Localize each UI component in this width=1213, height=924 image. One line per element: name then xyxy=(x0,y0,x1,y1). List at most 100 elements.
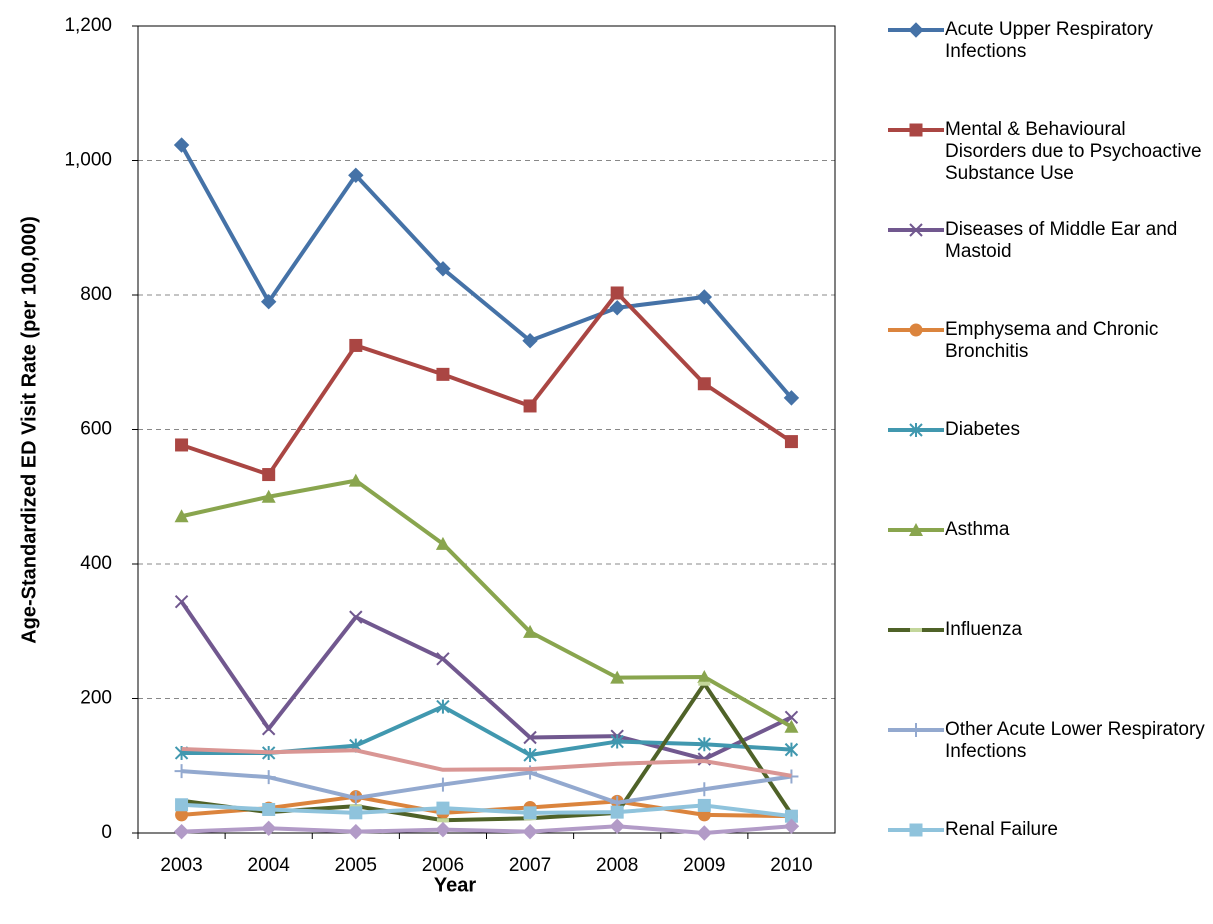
data-point xyxy=(174,594,189,609)
data-point xyxy=(523,730,537,745)
data-point xyxy=(698,681,711,686)
y-tick-label: 800 xyxy=(80,284,112,305)
data-point xyxy=(262,802,276,816)
x-tick-label: 2008 xyxy=(596,855,638,876)
legend-marker xyxy=(909,223,923,237)
series-line xyxy=(180,290,793,477)
legend-label: Mental & Behavioural Disorders due to Ps… xyxy=(945,119,1202,184)
data-point xyxy=(348,823,364,840)
data-point xyxy=(523,806,537,820)
legend-marker xyxy=(909,323,923,337)
data-point xyxy=(436,367,450,381)
data-point xyxy=(174,764,189,779)
data-point xyxy=(783,818,800,834)
data-point xyxy=(175,438,189,452)
data-point xyxy=(610,805,624,819)
data-point xyxy=(522,823,538,840)
series-line xyxy=(181,746,792,778)
data-point xyxy=(696,825,713,841)
data-point xyxy=(609,818,625,834)
data-point xyxy=(348,167,364,184)
series-line xyxy=(181,824,792,835)
legend-marker xyxy=(909,823,923,837)
x-tick-label: 2010 xyxy=(770,855,812,876)
data-point xyxy=(697,782,712,797)
legend-label: Diabetes xyxy=(945,419,1020,440)
data-point xyxy=(260,820,277,836)
legend-marker xyxy=(909,523,923,536)
data-point xyxy=(697,798,711,812)
data-point xyxy=(261,489,276,503)
x-tick-label: 2003 xyxy=(160,855,202,876)
x-tick-label: 2005 xyxy=(335,855,377,876)
legend-marker xyxy=(909,123,923,137)
data-point xyxy=(696,289,713,305)
data-point xyxy=(261,722,276,736)
x-tick-label: 2004 xyxy=(248,855,291,876)
legend-label: Acute Upper Respiratory Infections xyxy=(945,19,1154,62)
x-axis-title: Year xyxy=(434,874,476,896)
y-tick-label: 1,200 xyxy=(64,15,112,36)
data-point xyxy=(173,137,190,153)
data-point xyxy=(697,377,711,391)
data-point xyxy=(262,468,276,482)
data-point xyxy=(436,801,450,815)
data-point xyxy=(523,399,537,413)
data-point xyxy=(175,798,189,812)
legend-label: Renal Failure xyxy=(945,819,1058,840)
data-point xyxy=(783,390,800,406)
data-point xyxy=(349,804,362,809)
data-point xyxy=(436,652,450,666)
series-line xyxy=(181,478,793,729)
data-point xyxy=(436,699,450,714)
x-tick-label: 2009 xyxy=(683,855,725,876)
data-point xyxy=(435,777,450,792)
y-tick-label: 400 xyxy=(80,553,112,574)
series-line xyxy=(179,600,793,762)
data-point xyxy=(175,808,189,822)
data-point xyxy=(610,286,624,300)
data-point xyxy=(522,333,538,349)
x-tick-label: 2006 xyxy=(422,855,464,876)
data-point xyxy=(348,791,363,806)
data-point xyxy=(436,818,449,823)
legend-label: Diseases of Middle Ear and Mastoid xyxy=(945,219,1178,262)
data-point xyxy=(784,742,799,757)
legend-label: Other Acute Lower Respiratory Infections xyxy=(945,719,1205,762)
data-point xyxy=(784,719,799,733)
legend-label: Influenza xyxy=(945,619,1023,640)
y-axis-title: Age-Standardized ED Visit Rate (per 100,… xyxy=(18,216,40,644)
legend-label: Emphysema and Chronic Bronchitis xyxy=(945,319,1159,362)
y-tick-label: 0 xyxy=(101,822,112,843)
data-point xyxy=(697,669,712,683)
data-point xyxy=(523,747,537,762)
data-point xyxy=(349,610,363,624)
data-point xyxy=(523,624,538,638)
plot-border xyxy=(137,25,836,834)
y-tick-label: 600 xyxy=(80,419,112,440)
data-point xyxy=(610,670,625,684)
legend-marker xyxy=(909,723,923,737)
data-point xyxy=(435,536,450,550)
data-point xyxy=(174,509,189,523)
data-point xyxy=(435,821,451,838)
data-point xyxy=(784,710,799,725)
legend-marker xyxy=(910,628,922,632)
data-point xyxy=(610,734,624,749)
data-point xyxy=(784,435,798,449)
series-line xyxy=(181,802,792,819)
data-point xyxy=(435,261,451,277)
data-point xyxy=(349,338,363,352)
data-point xyxy=(348,473,363,487)
y-tick-label: 1,000 xyxy=(64,150,112,171)
data-point xyxy=(261,770,276,785)
data-point xyxy=(349,806,363,820)
series-line xyxy=(179,144,793,400)
data-point xyxy=(697,737,712,752)
legend-label: Asthma xyxy=(945,519,1010,540)
data-point xyxy=(609,300,625,316)
series-line xyxy=(181,769,792,805)
y-tick-label: 200 xyxy=(80,688,112,709)
